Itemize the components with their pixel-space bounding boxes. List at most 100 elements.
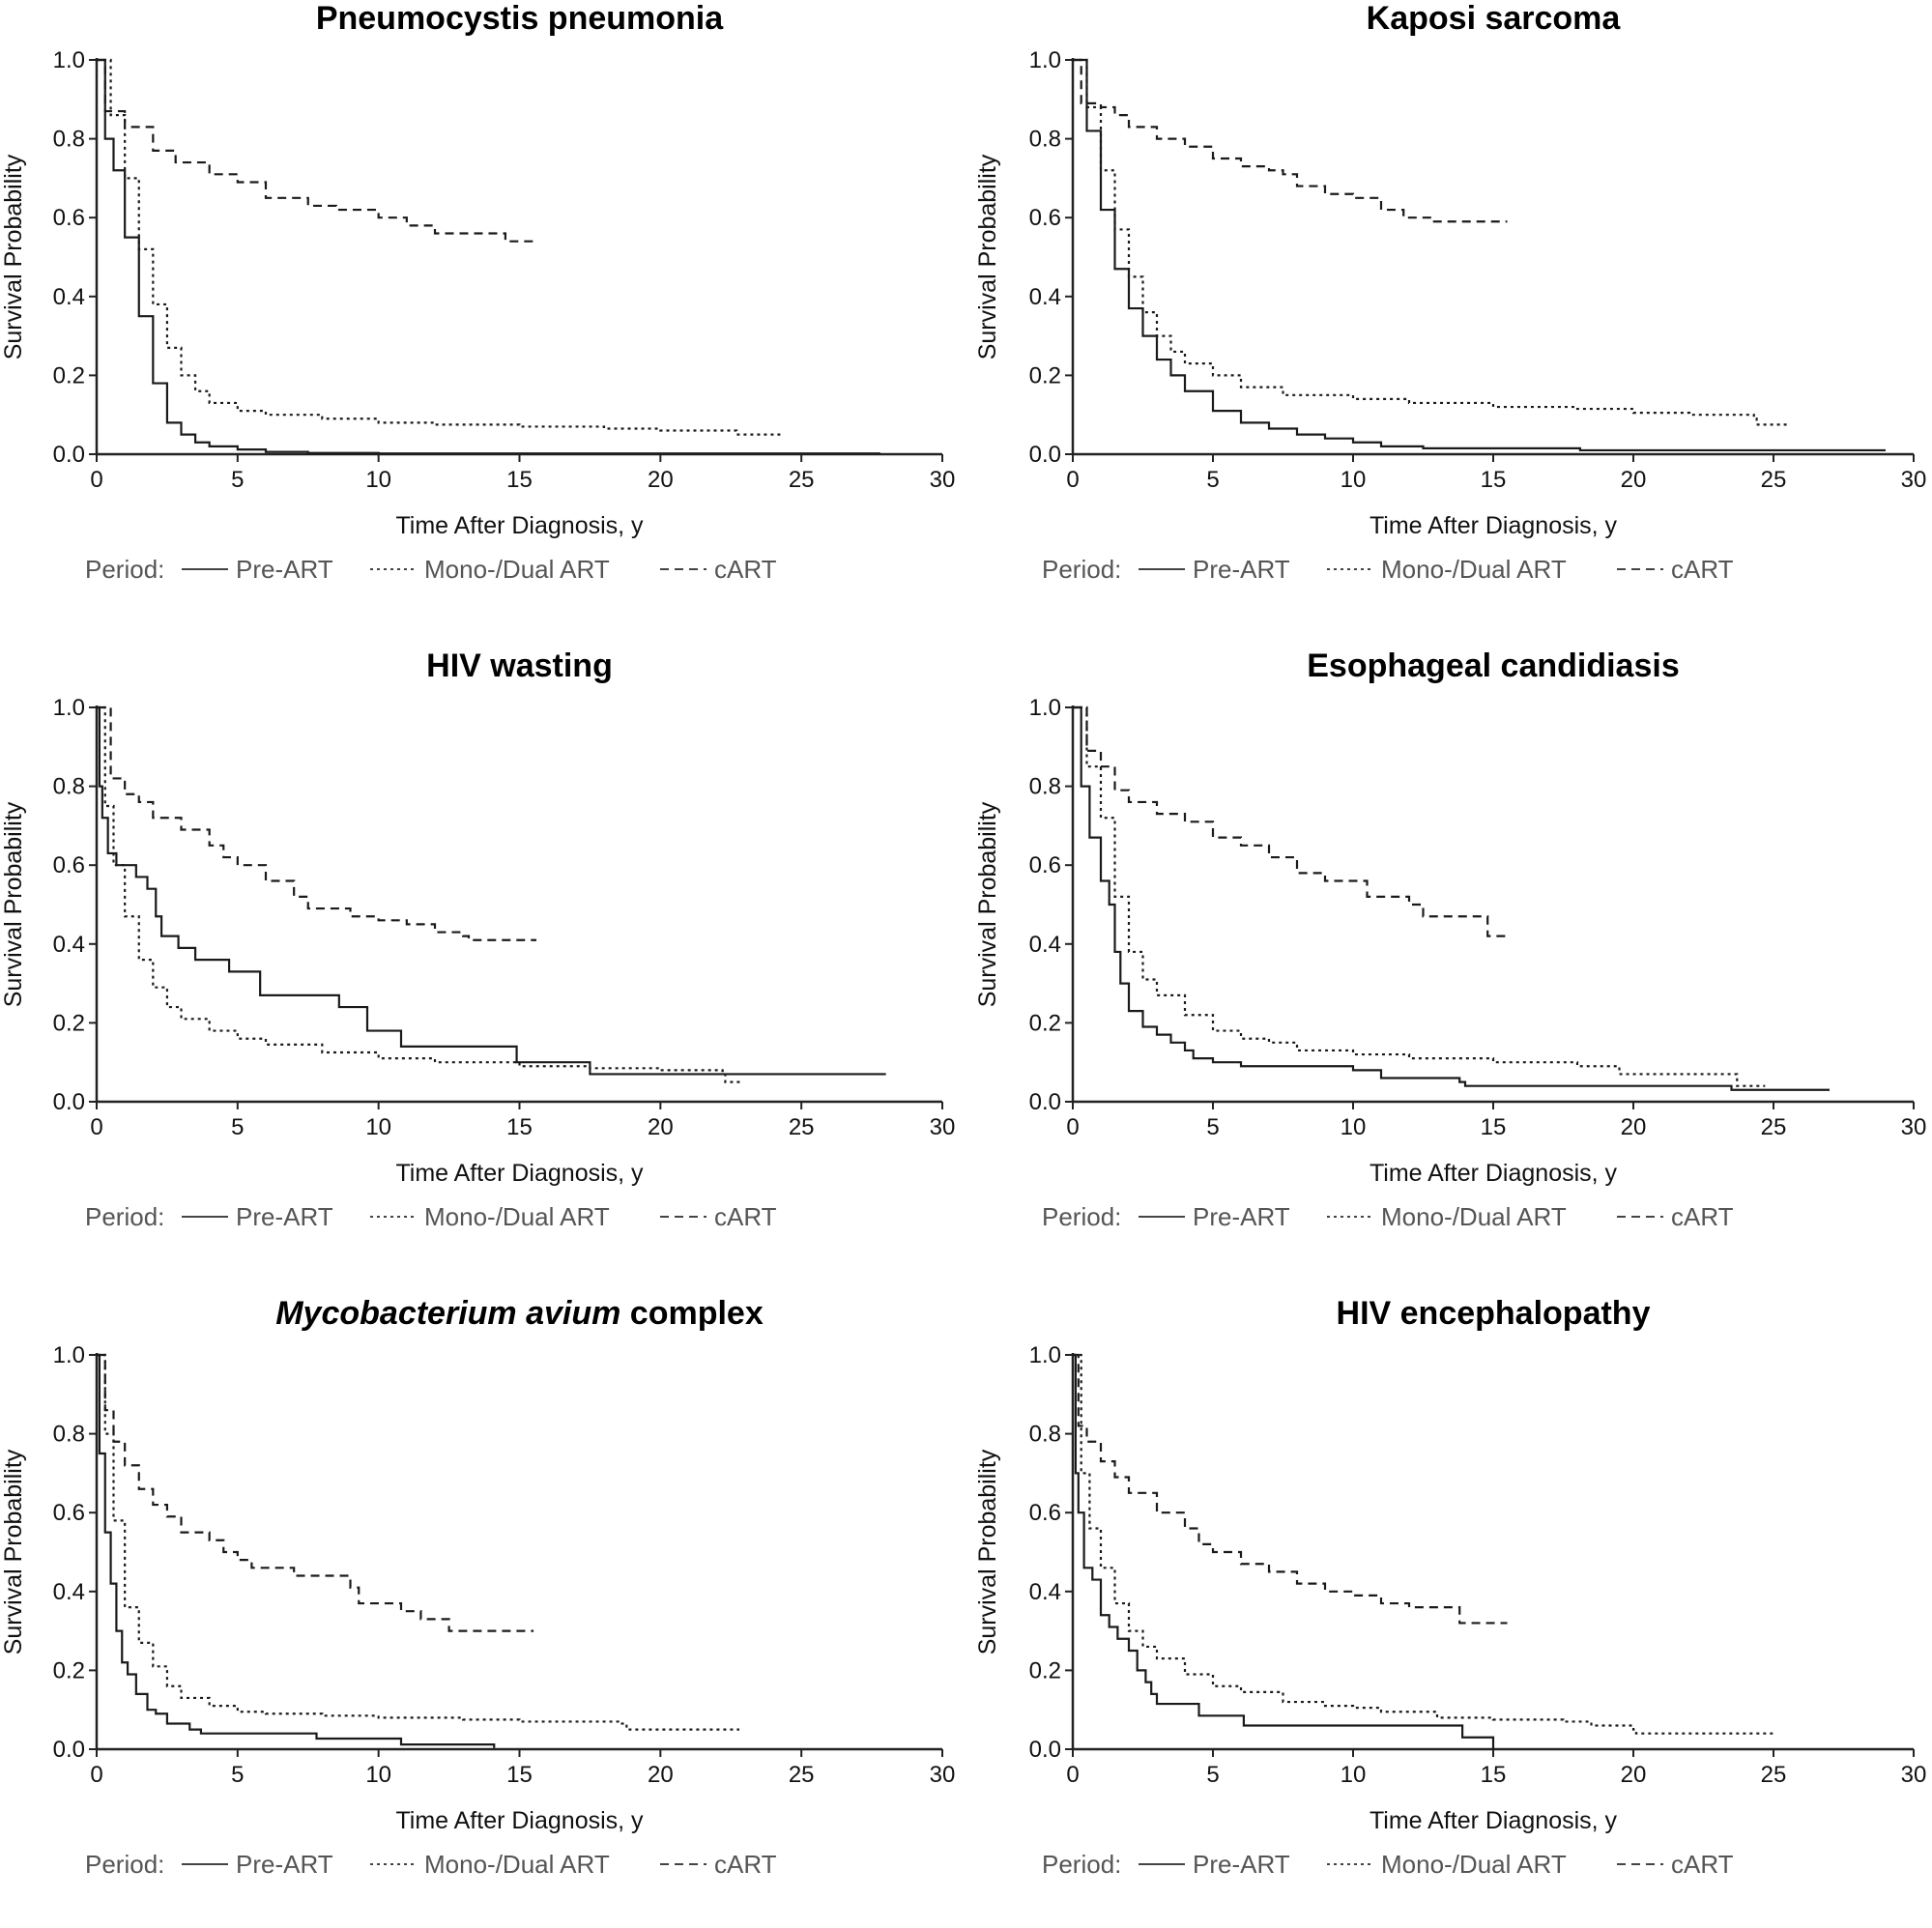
legend-label-pre-art: Pre-ART [1193, 555, 1290, 584]
y-tick-label: 0.2 [53, 1657, 85, 1683]
x-tick-label: 15 [1481, 467, 1507, 493]
series-line-mono-dual-art [1073, 705, 1766, 1087]
x-tick-label: 20 [1621, 1762, 1647, 1788]
y-tick-label: 0.4 [53, 284, 85, 310]
x-tick-label: 10 [365, 467, 391, 493]
x-tick-label: 30 [930, 1762, 956, 1788]
y-tick-label: 0.8 [1029, 1422, 1061, 1448]
y-tick-label: 0.6 [53, 205, 85, 231]
x-axis-label: Time After Diagnosis, y [395, 1160, 644, 1187]
chart-svg: Pneumocystis pneumonia 0 5 10 15 20 25 30 0.0 0.2… [0, 0, 955, 584]
y-tick-label: 0.0 [1029, 1737, 1061, 1763]
panel-pneumocystis: Pneumocystis pneumonia 0 5 10 15 20 25 30 0.0 0.2… [0, 0, 966, 633]
legend-label-mono-dual-art: Mono-/Dual ART [1381, 1202, 1567, 1231]
y-tick-label: 0.2 [1029, 1657, 1061, 1683]
y-tick-label: 0.6 [1029, 852, 1061, 878]
legend-label-pre-art: Pre-ART [1193, 1202, 1290, 1231]
x-tick-label: 30 [1901, 1762, 1927, 1788]
y-tick-label: 0.0 [1029, 1089, 1061, 1115]
x-tick-label: 20 [648, 1114, 674, 1140]
series-line-cart [97, 705, 536, 941]
series-line-pre-art [97, 705, 886, 1076]
x-axis-label: Time After Diagnosis, y [395, 1807, 644, 1834]
x-tick-label: 10 [1341, 1114, 1367, 1140]
x-tick-label: 0 [90, 467, 102, 493]
y-tick-label: 0.6 [53, 1500, 85, 1526]
x-axis-label: Time After Diagnosis, y [395, 512, 644, 539]
y-tick-label: 0.4 [53, 1579, 85, 1605]
series-line-pre-art [1073, 705, 1830, 1091]
legend-label-mono-dual-art: Mono-/Dual ART [424, 555, 610, 584]
series-line-cart [1073, 58, 1508, 223]
y-tick-label: 0.0 [1029, 442, 1061, 468]
legend-label-cart: cART [714, 1202, 777, 1231]
x-tick-label: 5 [231, 1762, 244, 1788]
y-tick-label: 1.0 [53, 695, 85, 721]
x-tick-label: 20 [1621, 467, 1647, 493]
series-line-cart [97, 1353, 534, 1632]
y-axis-label: Survival Probability [974, 801, 1001, 1007]
series-line-mono-dual-art [1073, 1353, 1773, 1735]
y-tick-label: 1.0 [53, 47, 85, 73]
legend-label-pre-art: Pre-ART [236, 555, 333, 584]
chart-title: HIV wasting [426, 647, 613, 684]
y-tick-label: 0.0 [53, 1737, 85, 1763]
legend-title: Period: [1042, 1850, 1121, 1879]
x-tick-label: 0 [90, 1114, 102, 1140]
y-axis-label: Survival Probability [0, 1449, 27, 1655]
legend-title: Period: [85, 1850, 164, 1879]
legend-label-cart: cART [1671, 1202, 1734, 1231]
panel-kaposi: Kaposi sarcoma 0 5 10 15 20 25 30 0.0 0.2 0.4 0.6 0.… [966, 0, 1932, 633]
legend-label-cart: cART [1671, 1850, 1734, 1879]
x-tick-label: 15 [1481, 1114, 1507, 1140]
x-tick-label: 20 [648, 467, 674, 493]
x-tick-label: 5 [1206, 467, 1219, 493]
y-tick-label: 0.0 [53, 442, 85, 468]
legend-label-cart: cART [1671, 555, 1734, 584]
y-tick-label: 0.8 [53, 1422, 85, 1448]
x-tick-label: 15 [506, 1762, 533, 1788]
series-line-mono-dual-art [1073, 58, 1791, 426]
y-tick-label: 0.4 [1029, 1579, 1061, 1605]
x-tick-label: 15 [1481, 1762, 1507, 1788]
y-axis-label: Survival Probability [974, 154, 1001, 360]
y-tick-label: 0.2 [53, 362, 85, 388]
y-tick-label: 0.4 [53, 932, 85, 958]
x-tick-label: 20 [1621, 1114, 1647, 1140]
y-tick-label: 0.6 [53, 852, 85, 878]
x-tick-label: 10 [365, 1762, 391, 1788]
y-tick-label: 0.2 [1029, 362, 1061, 388]
x-tick-label: 5 [231, 467, 244, 493]
chart-svg: Esophageal candidiasis 0 5 10 15 20 25 30 0.0 0.2… [974, 647, 1926, 1231]
x-axis-label: Time After Diagnosis, y [1370, 512, 1618, 539]
x-tick-label: 5 [1206, 1762, 1219, 1788]
chart-title: Esophageal candidiasis [1307, 647, 1679, 684]
y-tick-label: 0.8 [1029, 127, 1061, 153]
series-line-pre-art [1073, 1353, 1495, 1749]
series-line-mono-dual-art [97, 705, 742, 1083]
series-line-cart [97, 58, 536, 243]
y-tick-label: 1.0 [1029, 1342, 1061, 1368]
x-tick-label: 0 [1066, 467, 1079, 493]
legend-label-mono-dual-art: Mono-/Dual ART [1381, 555, 1567, 584]
chart-title: Mycobacterium avium complex [275, 1295, 764, 1332]
y-tick-label: 0.4 [1029, 932, 1061, 958]
x-tick-label: 20 [648, 1762, 674, 1788]
chart-svg: Mycobacterium avium complex 0 5 10 15 20 25 30 0… [0, 1295, 956, 1879]
legend-label-pre-art: Pre-ART [236, 1850, 333, 1879]
panel-encephalopathy: HIV encephalopathy 0 5 10 15 20 25 30 0.0 0.2 0.4 0… [966, 1295, 1932, 1928]
x-tick-label: 5 [1206, 1114, 1219, 1140]
x-tick-label: 30 [1901, 467, 1927, 493]
y-tick-label: 0.6 [1029, 1500, 1061, 1526]
x-tick-label: 10 [1341, 1762, 1367, 1788]
panel-esophageal: Esophageal candidiasis 0 5 10 15 20 25 30 0.0 0.2… [966, 647, 1932, 1281]
y-tick-label: 0.8 [53, 774, 85, 800]
legend-label-mono-dual-art: Mono-/Dual ART [1381, 1850, 1567, 1879]
x-tick-label: 15 [506, 1114, 533, 1140]
y-tick-label: 0.2 [53, 1010, 85, 1036]
series-line-cart [1073, 705, 1508, 937]
y-tick-label: 0.0 [53, 1089, 85, 1115]
y-axis-label: Survival Probability [974, 1449, 1001, 1655]
x-axis-label: Time After Diagnosis, y [1370, 1807, 1618, 1834]
panel-mac: Mycobacterium avium complex 0 5 10 15 20 25 30 0… [0, 1295, 966, 1928]
